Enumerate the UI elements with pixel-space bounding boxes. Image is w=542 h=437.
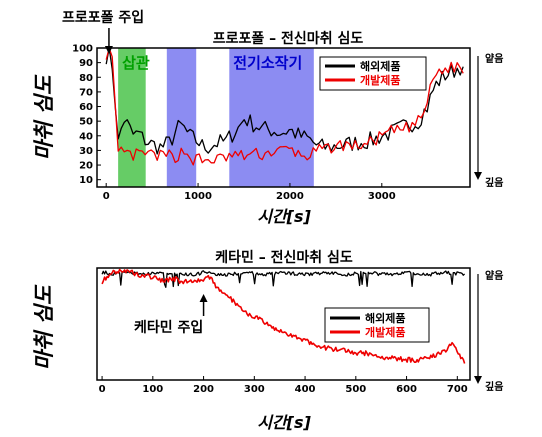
x-tick-label: 1000 <box>184 191 212 202</box>
propofol-series <box>105 47 464 166</box>
x-tick-label: 100 <box>142 384 163 395</box>
region-band-1 <box>166 48 197 187</box>
ketamine-y-axis-label: 마취 심도 <box>32 284 56 370</box>
propofol-chart: 삽관 전기소작기 0 1000 2000 3000 10 20 30 40 50 60 70 80 90 1… <box>32 10 503 226</box>
propofol-shallow-label: 얕음 <box>485 52 503 65</box>
y-tick-label: 60 <box>79 102 93 113</box>
x-tick-label: 700 <box>447 384 468 395</box>
y-tick-label: 80 <box>79 73 93 84</box>
ketamine-series <box>101 268 466 364</box>
ketamine-plot-frame <box>96 267 471 381</box>
propofol-regions: 삽관 전기소작기 <box>118 48 314 187</box>
x-tick-label: 600 <box>396 384 417 395</box>
propofol-ticks: 0 1000 2000 3000 10 20 30 40 50 60 70 80 90 100 <box>72 44 396 203</box>
propofol-plot-frame <box>96 47 471 188</box>
y-tick-label: 100 <box>72 44 93 55</box>
propofol-injection-label: 프로포폴 주입 <box>62 10 144 26</box>
x-tick-label: 0 <box>99 384 106 395</box>
x-tick-label: 500 <box>345 384 366 395</box>
x-tick-label: 0 <box>103 191 110 202</box>
propofol-x-axis-label: 시간[s] <box>257 207 311 226</box>
series-line-1 <box>101 268 466 364</box>
y-tick-label: 30 <box>79 146 93 157</box>
ketamine-depth-scale: 얕음 깊음 <box>474 269 503 393</box>
x-tick-label: 200 <box>193 384 214 395</box>
propofol-y-axis-label: 마취 심도 <box>32 74 56 160</box>
region-label-2: 전기소작기 <box>233 54 302 72</box>
ketamine-chart: 0 100 200 300 400 500 600 700 케타민 – 전신마취 심도 시간[… <box>32 249 503 432</box>
y-tick-label: 50 <box>79 117 93 128</box>
propofol-legend-box <box>319 56 427 91</box>
ketamine-ticks: 0 100 200 300 400 500 600 700 <box>99 376 468 395</box>
region-band-0 <box>118 48 146 187</box>
series-line-1 <box>105 47 464 166</box>
y-tick-label: 40 <box>79 131 93 142</box>
region-label-0: 삽관 <box>122 54 150 72</box>
x-tick-label: 3000 <box>368 191 396 202</box>
ketamine-injection-label: 케타민 주입 <box>134 319 203 336</box>
ketamine-legend-label-developed: 개발제품 <box>365 325 405 339</box>
y-tick-label: 70 <box>79 87 93 98</box>
ketamine-shallow-label: 얕음 <box>485 269 503 282</box>
propofol-legend-label-foreign: 해외제품 <box>360 59 400 73</box>
series-line-0 <box>105 47 464 155</box>
propofol-legend-label-developed: 개발제품 <box>360 73 400 87</box>
region-band-2 <box>229 48 314 187</box>
propofol-deep-label: 깊음 <box>485 177 503 189</box>
x-tick-label: 2000 <box>276 191 304 202</box>
x-tick-label: 300 <box>244 384 265 395</box>
propofol-legend: 해외제품 개발제품 <box>319 56 427 91</box>
y-tick-label: 90 <box>79 58 93 69</box>
propofol-chart-title: 프로포폴 – 전신마취 심도 <box>213 30 364 47</box>
propofol-depth-scale: 얕음 깊음 <box>474 52 503 189</box>
ketamine-legend: 해외제품 개발제품 <box>324 307 430 343</box>
ketamine-deep-label: 깊음 <box>485 381 503 393</box>
ketamine-chart-title: 케타민 – 전신마취 심도 <box>215 249 353 266</box>
x-tick-label: 400 <box>295 384 316 395</box>
y-tick-label: 10 <box>79 175 93 186</box>
ketamine-x-axis-label: 시간[s] <box>257 413 311 432</box>
ketamine-legend-label-foreign: 해외제품 <box>365 311 405 325</box>
series-line-0 <box>101 270 466 288</box>
y-tick-label: 20 <box>79 161 93 172</box>
ketamine-legend-box <box>324 307 430 343</box>
